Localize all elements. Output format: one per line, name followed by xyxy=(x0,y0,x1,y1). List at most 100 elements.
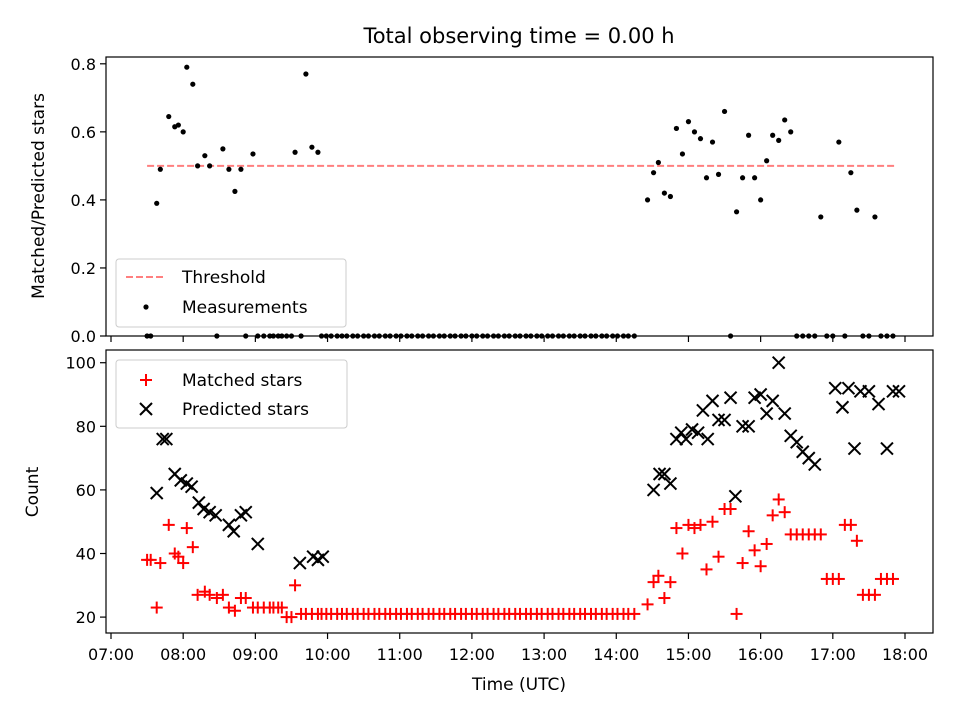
measurement-point xyxy=(226,166,232,172)
matched-star-point xyxy=(154,557,167,570)
matched-star-point xyxy=(772,493,785,506)
top-y-tick-label: 0.4 xyxy=(71,191,96,210)
predicted-star-point xyxy=(652,467,667,481)
x-tick-label: 18:00 xyxy=(882,645,928,664)
predicted-star-point xyxy=(871,397,886,411)
predicted-star-point xyxy=(679,432,693,446)
measurement-point xyxy=(703,175,710,181)
predicted-star-point xyxy=(669,432,684,446)
matched-star-point xyxy=(652,569,665,582)
predicted-star-point xyxy=(777,406,792,421)
predicted-star-point xyxy=(227,524,241,538)
x-axis-label: Time (UTC) xyxy=(471,675,566,695)
matched-star-point xyxy=(676,547,689,560)
predicted-star-point xyxy=(790,435,804,449)
matched-star-point xyxy=(186,541,199,554)
top-y-ticks: 0.0 0.2 0.4 0.6 0.8 xyxy=(71,55,106,346)
top-y-axis-label: Matched/Predicted stars xyxy=(29,93,49,299)
bottom-y-tick-label: 60 xyxy=(76,481,96,500)
matched-star-point xyxy=(694,518,707,531)
predicted-star-point xyxy=(208,508,223,523)
measurement-point xyxy=(854,207,860,213)
matched-star-point xyxy=(285,611,298,624)
measurement-point xyxy=(752,175,758,181)
matched-star-point xyxy=(172,550,185,563)
measurement-point xyxy=(157,166,163,172)
bottom-panel: 20 40 60 80 100 07:00 08:00 09:00 10:00 11:00 12:… xyxy=(23,349,934,695)
top-y-tick-label: 0.0 xyxy=(71,327,96,346)
top-legend-box xyxy=(115,258,347,328)
x-tick-label: 13:00 xyxy=(521,645,567,664)
top-panel: 0.00.20.40.60.8 Matched/Predicted stars … xyxy=(29,55,934,346)
matched-star-point xyxy=(754,560,767,573)
predicted-star-point xyxy=(700,432,715,446)
measurement-point xyxy=(691,129,698,135)
measurement-point xyxy=(309,144,315,150)
matched-star-point xyxy=(712,550,725,563)
matched-legend-label: Matched stars xyxy=(182,371,302,391)
predicted-star-point xyxy=(717,413,732,427)
matched-star-point xyxy=(760,537,773,550)
measurement-point xyxy=(721,108,728,115)
top-y-tick-label: 0.6 xyxy=(71,123,96,142)
measurement-point xyxy=(733,209,740,215)
matched-star-point xyxy=(222,601,235,614)
predicted-star-point xyxy=(835,400,850,414)
threshold-legend-label: Threshold xyxy=(181,268,266,288)
measurement-point xyxy=(175,122,181,128)
top-panel-frame xyxy=(105,56,934,337)
predicted-star-point xyxy=(759,406,774,421)
chart-title: Total observing time = 0.00 h xyxy=(362,24,674,48)
bottom-y-tick-label: 80 xyxy=(76,417,96,436)
predicted-star-point xyxy=(735,419,750,434)
x-tick-label: 15:00 xyxy=(665,645,711,664)
measurement-point xyxy=(661,190,667,196)
measurement-point xyxy=(782,117,788,123)
predicted-star-point xyxy=(239,505,253,519)
predicted-stars-points xyxy=(150,356,906,570)
top-x-ticks xyxy=(110,336,906,342)
predicted-star-point xyxy=(663,476,678,491)
matched-star-point xyxy=(228,604,241,617)
bottom-x-ticks: 07:00 08:00 09:00 10:00 11:00 12:00 13:00 14:00… xyxy=(88,633,928,664)
x-tick-label: 12:00 xyxy=(449,645,495,664)
measurement-point xyxy=(650,170,657,176)
predicted-star-point xyxy=(293,556,307,570)
matched-star-point xyxy=(742,525,755,538)
matched-star-point xyxy=(688,522,701,535)
predicted-star-point xyxy=(886,384,900,399)
measurement-point xyxy=(673,125,680,132)
matched-star-point xyxy=(832,572,845,585)
measurement-point xyxy=(202,153,208,159)
matched-star-point xyxy=(850,534,863,547)
matched-star-point xyxy=(700,563,713,576)
bottom-panel-frame xyxy=(105,349,934,634)
measurement-point xyxy=(788,129,794,135)
x-tick-label: 16:00 xyxy=(738,645,784,664)
matched-star-point xyxy=(180,522,193,535)
matched-star-point xyxy=(162,518,175,531)
measurement-point xyxy=(872,214,878,220)
matched-star-point xyxy=(177,557,190,570)
matched-star-point xyxy=(658,592,671,605)
measurement-point xyxy=(238,166,244,172)
measurements-legend-swatch xyxy=(143,304,149,310)
predicted-star-point xyxy=(691,425,705,440)
matched-star-point xyxy=(844,518,857,531)
measurement-point xyxy=(195,163,201,169)
measurements-legend-label: Measurements xyxy=(182,298,308,318)
matched-star-point xyxy=(766,509,779,522)
x-tick-label: 08:00 xyxy=(160,645,206,664)
measurement-point xyxy=(697,136,704,142)
matched-star-point xyxy=(150,601,163,614)
matched-star-point xyxy=(682,518,695,531)
matched-star-point xyxy=(647,576,660,589)
measurement-point xyxy=(207,163,213,169)
bottom-y-tick-label: 40 xyxy=(76,545,96,564)
matched-star-point xyxy=(724,502,737,515)
matched-star-point xyxy=(664,576,677,589)
measurement-point xyxy=(180,129,186,135)
bottom-legend: Matched stars Predicted stars xyxy=(115,359,348,429)
predicted-star-point xyxy=(828,381,842,395)
matched-star-point xyxy=(814,528,827,541)
